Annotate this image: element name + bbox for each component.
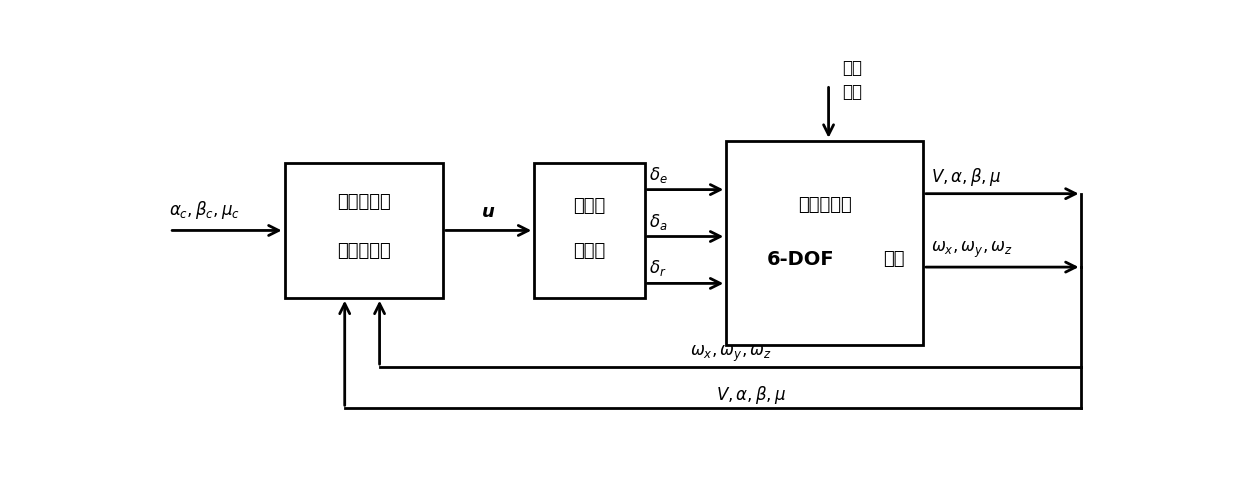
Text: 模型: 模型 [883,250,904,268]
Text: 再入飞行器: 再入飞行器 [798,196,851,214]
Text: 扰动: 扰动 [843,83,862,101]
Text: $\delta_e$: $\delta_e$ [649,165,668,185]
Text: $\omega_x,\omega_y,\omega_z$: $\omega_x,\omega_y,\omega_z$ [690,344,772,364]
Text: $\omega_x,\omega_y,\omega_z$: $\omega_x,\omega_y,\omega_z$ [930,240,1012,260]
Text: $\delta_r$: $\delta_r$ [649,259,667,278]
Text: 自适应最优: 自适应最优 [337,193,390,211]
Text: 外部: 外部 [843,59,862,77]
Text: 求解舵: 求解舵 [574,197,606,215]
Text: $\boldsymbol{u}$: $\boldsymbol{u}$ [482,203,496,221]
Text: 6-DOF: 6-DOF [767,250,834,269]
Text: $\delta_a$: $\delta_a$ [649,211,668,231]
Text: $\alpha_c,\beta_c,\mu_c$: $\alpha_c,\beta_c,\mu_c$ [170,199,240,221]
Text: 滑模控制器: 滑模控制器 [337,242,390,260]
Text: $V,\alpha,\beta,\mu$: $V,\alpha,\beta,\mu$ [716,384,787,406]
Text: $V,\alpha,\beta,\mu$: $V,\alpha,\beta,\mu$ [930,166,1001,188]
Text: 面偏角: 面偏角 [574,242,606,260]
Bar [534,163,644,298]
Bar [285,163,444,298]
Bar [726,140,923,345]
